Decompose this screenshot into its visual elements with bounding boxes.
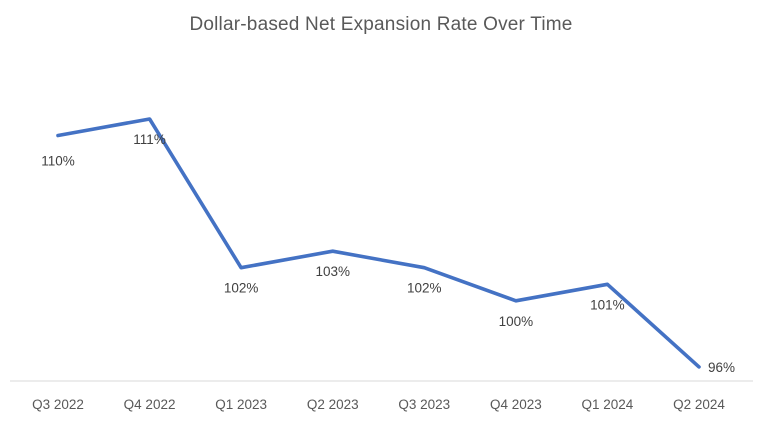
series-line — [56, 117, 701, 369]
data-label: 110% — [41, 153, 75, 168]
x-axis-tick-label: Q2 2024 — [673, 397, 725, 412]
data-label: 100% — [499, 314, 534, 329]
data-label: 111% — [133, 132, 166, 147]
x-axis-tick-label: Q3 2022 — [32, 397, 84, 412]
x-axis-tick-label: Q1 2024 — [582, 397, 634, 412]
chart-title: Dollar-based Net Expansion Rate Over Tim… — [189, 14, 573, 35]
x-axis-tick-label: Q4 2022 — [124, 397, 176, 412]
x-axis-tick-label: Q1 2023 — [215, 397, 267, 412]
data-label: 103% — [315, 264, 350, 279]
data-label: 101% — [590, 297, 625, 312]
data-label: 102% — [407, 281, 442, 296]
x-axis-tick-label: Q2 2023 — [307, 397, 359, 412]
data-label: 102% — [224, 281, 259, 296]
x-axis-tick-label: Q3 2023 — [398, 397, 450, 412]
x-axis-tick-label: Q4 2023 — [490, 397, 542, 412]
data-label: 96% — [708, 360, 735, 375]
